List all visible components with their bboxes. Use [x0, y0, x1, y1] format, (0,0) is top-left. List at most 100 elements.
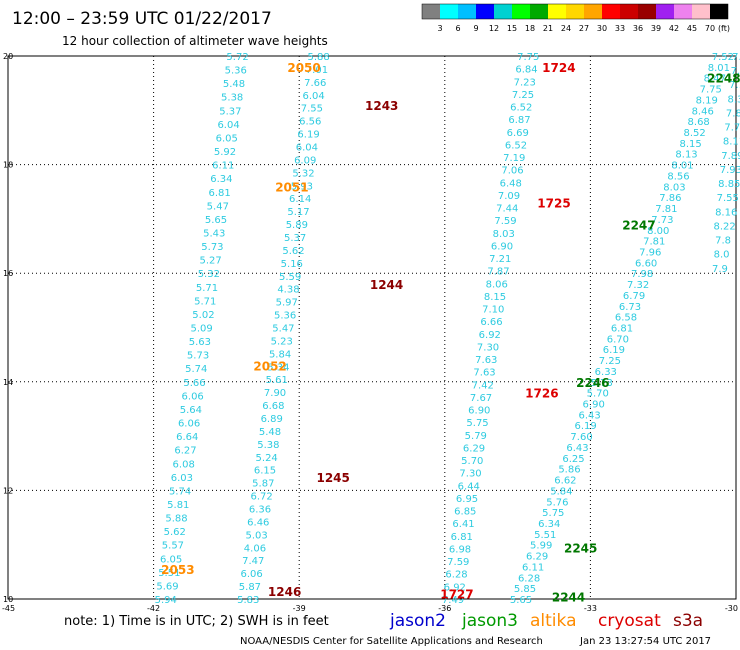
wave-height-value: 5.89 — [286, 220, 308, 231]
wave-height-value: 7.25 — [599, 356, 621, 367]
wave-height-value: 8.56 — [667, 171, 689, 182]
wave-height-value: 5.70 — [587, 389, 609, 400]
wave-height-value: 8.46 — [692, 106, 714, 117]
wave-height-value: 7.25 — [512, 90, 534, 101]
wave-height-value: 6.64 — [176, 432, 198, 443]
altimeter-track: 5.887.017.666.047.556.566.196.046.095.32… — [237, 52, 330, 606]
wave-height-value: 5.48 — [259, 427, 281, 438]
colorbar-swatch — [476, 4, 494, 19]
wave-height-value: 7.55 — [717, 193, 739, 204]
chart-subtitle: 12 hour collection of altimeter wave hei… — [62, 34, 328, 48]
wave-height-value: 8.15 — [484, 292, 506, 303]
wave-height-value: 6.90 — [583, 400, 605, 411]
wave-height-value: 6.66 — [480, 317, 502, 328]
wave-height-value: 7.59 — [494, 216, 516, 227]
wave-height-value: 7.47 — [242, 556, 264, 567]
wave-height-value: 7.23 — [514, 77, 536, 88]
wave-height-value: 5.59 — [279, 272, 301, 283]
wave-height-value: 7.75 — [517, 52, 539, 63]
wave-height-value: 5.72 — [226, 52, 248, 63]
wave-height-value: 6.08 — [173, 459, 195, 470]
colorbar-label: 9 — [473, 24, 478, 33]
wave-height-value: 6.14 — [289, 194, 311, 205]
wave-height-value: 6.89 — [261, 414, 283, 425]
wave-height-value: 5.94 — [155, 595, 177, 606]
wave-height-value: 5.74 — [169, 486, 191, 497]
wave-height-value: 6.95 — [456, 494, 478, 505]
wave-height-value: 6.34 — [210, 174, 232, 185]
wave-height-value: 6.52 — [510, 103, 532, 114]
wave-height-value: 7.89 — [721, 151, 740, 162]
wave-height-value: 6.03 — [171, 473, 193, 484]
wave-height-value: 5.32 — [292, 168, 314, 179]
wave-height-value: 6.04 — [302, 91, 324, 102]
altimeter-track: 7.528.018.477.758.198.468.688.528.158.13… — [510, 52, 734, 606]
wave-height-value: 7.22 — [731, 66, 740, 77]
wave-height-value: 5.87 — [239, 582, 261, 593]
wave-height-value: 5.61 — [266, 375, 288, 386]
wave-height-value: 5.87 — [252, 479, 274, 490]
wave-height-value: 7.19 — [503, 153, 525, 164]
pass-label: 2248 — [707, 72, 740, 86]
wave-height-value: 6.92 — [479, 330, 501, 341]
wave-height-value: 5.23 — [271, 336, 293, 347]
wave-height-value: 5.65 — [205, 215, 227, 226]
wave-height-value: 5.47 — [207, 201, 229, 212]
wave-height-value: 6.05 — [216, 133, 238, 144]
wave-height-value: 7.60 — [570, 432, 592, 443]
wave-height-value: 7.67 — [470, 393, 492, 404]
colorbar-swatch — [602, 4, 620, 19]
colorbar-frame — [421, 3, 729, 20]
wave-height-value: 6.06 — [182, 391, 204, 402]
chart-title: 12:00 – 23:59 UTC 01/22/2017 — [12, 9, 272, 29]
footer-timestamp: Jan 23 13:27:54 UTC 2017 — [579, 636, 711, 647]
wave-height-value: 7.8 — [715, 236, 731, 247]
wave-height-value: 7.42 — [472, 380, 494, 391]
wave-height-value: 6.11 — [212, 161, 234, 172]
wave-height-value: 6.09 — [294, 155, 316, 166]
wave-height-value: 8.85 — [718, 179, 740, 190]
wave-height-value: 7.63 — [475, 355, 497, 366]
wave-height-value: 5.69 — [156, 581, 178, 592]
colorbar-label: 42 — [669, 24, 679, 33]
wave-height-value: 8.06 — [486, 279, 508, 290]
wave-height-value: 6.58 — [615, 313, 637, 324]
pass-label: 1246 — [268, 585, 301, 599]
wave-height-value: 8.52 — [683, 128, 705, 139]
wave-height-value: 5.70 — [461, 456, 483, 467]
wave-height-value: 5.17 — [287, 207, 309, 218]
wave-height-value: 6.27 — [174, 446, 196, 457]
wave-height-value: 5.88 — [165, 514, 187, 525]
wave-height-value: 7.01 — [306, 65, 328, 76]
wave-height-value: 5.62 — [282, 246, 304, 257]
wave-height-value: 7.30 — [459, 469, 481, 480]
wave-height-value: 6.25 — [562, 454, 584, 465]
x-tick-label: -42 — [147, 604, 160, 613]
wave-height-value: 5.71 — [196, 283, 218, 294]
wave-height-value: 6.05 — [160, 554, 182, 565]
pass-label: 2246 — [576, 376, 609, 390]
wave-height-value: 5.43 — [203, 228, 225, 239]
colorbar-label: 24 — [561, 24, 571, 33]
pass-label: 1245 — [316, 471, 349, 485]
wave-height-value: 7.49 — [442, 595, 464, 606]
wave-height-value: 6.81 — [611, 324, 633, 335]
wave-height-value: 8.30 — [727, 94, 740, 105]
wave-height-value: 5.32 — [198, 269, 220, 280]
plot-area: 5.72 5.36 5.48 5.38 5.37 6.04 6.05 5.92 6.11 6.34… — [7, 52, 740, 606]
legend-jason3: jason3 — [461, 611, 518, 631]
wave-height-value: 7.17 — [729, 80, 740, 91]
wave-height-value: 5.09 — [191, 324, 213, 335]
wave-height-value: 7.9 — [712, 264, 728, 275]
pass-label: 1243 — [365, 99, 398, 113]
wave-height-value: 5.65 — [510, 595, 532, 606]
wave-height-value: 7.63 — [473, 368, 495, 379]
wave-height-value: 5.47 — [272, 324, 294, 335]
colorbar-swatch — [710, 4, 728, 19]
wave-height-value: 5.92 — [214, 147, 236, 158]
wave-height-value: 5.86 — [558, 465, 580, 476]
wave-height-value: 6.81 — [208, 188, 230, 199]
colorbar-label: 39 — [651, 24, 661, 33]
wave-height-value: 6.29 — [463, 443, 485, 454]
altimeter-track: 7.756.847.237.256.526.876.696.527.197.06… — [442, 52, 539, 606]
